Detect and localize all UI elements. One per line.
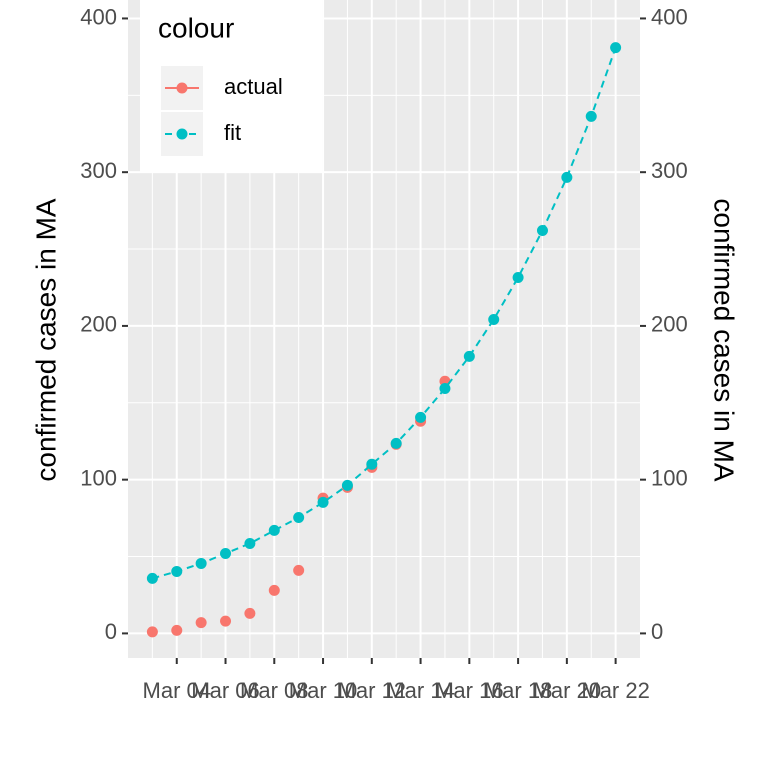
y-tick-label: 400 <box>80 4 117 29</box>
x-tick-label: Mar 06 <box>191 678 259 703</box>
point <box>366 458 378 470</box>
point <box>610 42 622 54</box>
y2-tick-label: 100 <box>651 465 688 490</box>
point <box>415 411 427 423</box>
point <box>390 437 402 449</box>
point <box>439 382 451 394</box>
x-tick-label: Mar 14 <box>386 678 454 703</box>
x-tick-label: Mar 04 <box>143 678 211 703</box>
point <box>488 313 500 325</box>
point <box>146 626 158 638</box>
x-tick-label: Mar 18 <box>484 678 552 703</box>
x-tick-label: Mar 20 <box>533 678 601 703</box>
point <box>317 496 329 508</box>
point <box>585 110 597 122</box>
y-tick-label: 300 <box>80 158 117 183</box>
point <box>512 271 524 283</box>
y2-tick-label: 400 <box>651 4 688 29</box>
x-tick-label: Mar 08 <box>240 678 308 703</box>
point <box>244 607 256 619</box>
point <box>220 547 232 559</box>
y2-tick-label: 200 <box>651 312 688 337</box>
point <box>536 224 548 236</box>
point <box>293 511 305 523</box>
legend-point <box>176 128 188 140</box>
point <box>171 565 183 577</box>
x-tick-label: Mar 10 <box>289 678 357 703</box>
y-axis-title: confirmed cases in MA <box>30 198 61 482</box>
y2-axis-title: confirmed cases in MA <box>709 198 740 482</box>
y2-tick-label: 0 <box>651 619 663 644</box>
point <box>171 624 183 636</box>
point <box>220 615 232 627</box>
legend-point <box>176 82 188 94</box>
point <box>146 572 158 584</box>
y2-tick-label: 300 <box>651 158 688 183</box>
point <box>293 564 305 576</box>
point <box>463 350 475 362</box>
legend-label: actual <box>224 74 283 99</box>
y-tick-label: 0 <box>105 619 117 644</box>
point <box>268 524 280 536</box>
legend-label: fit <box>224 120 241 145</box>
point <box>341 479 353 491</box>
point <box>195 557 207 569</box>
point <box>561 171 573 183</box>
x-tick-label: Mar 22 <box>581 678 649 703</box>
point <box>268 584 280 596</box>
y-tick-label: 200 <box>80 312 117 337</box>
legend-title: colour <box>158 12 234 43</box>
point <box>244 537 256 549</box>
y-tick-label: 100 <box>80 465 117 490</box>
x-tick-label: Mar 12 <box>338 678 406 703</box>
point <box>195 617 207 629</box>
series-line <box>152 47 617 580</box>
x-tick-label: Mar 16 <box>435 678 503 703</box>
